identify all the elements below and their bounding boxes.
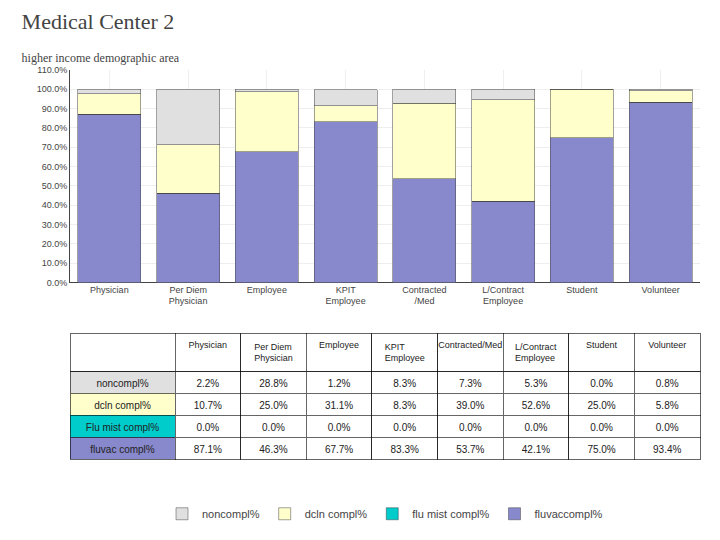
svg-text:25.0%: 25.0% [587, 400, 615, 411]
svg-text:Employee: Employee [319, 340, 359, 350]
svg-text:0.0%: 0.0% [196, 422, 219, 433]
svg-text:Medical Center 2: Medical Center 2 [22, 9, 175, 34]
svg-text:70.0%: 70.0% [42, 142, 68, 152]
svg-text:0.8%: 0.8% [656, 378, 679, 389]
svg-text:20.0%: 20.0% [42, 239, 68, 249]
svg-text:25.0%: 25.0% [259, 400, 287, 411]
svg-text:7.3%: 7.3% [459, 378, 482, 389]
svg-text:dcln compl%: dcln compl% [94, 400, 151, 411]
svg-text:110.0%: 110.0% [37, 65, 67, 75]
svg-text:Physician: Physician [189, 340, 228, 350]
svg-text:10.0%: 10.0% [42, 258, 68, 268]
svg-text:46.3%: 46.3% [259, 444, 287, 455]
svg-text:0.0%: 0.0% [262, 422, 285, 433]
svg-text:KPITEmployee: KPITEmployee [385, 342, 425, 364]
svg-text:1.2%: 1.2% [328, 378, 351, 389]
svg-text:dcln compl%: dcln compl% [305, 508, 368, 520]
svg-text:0.0%: 0.0% [656, 422, 679, 433]
svg-text:100.0%: 100.0% [37, 84, 68, 94]
svg-text:0.0%: 0.0% [590, 378, 613, 389]
svg-text:Volunteer: Volunteer [648, 340, 686, 350]
svg-text:L/ContractEmployee: L/ContractEmployee [515, 342, 557, 364]
svg-text:Student: Student [586, 340, 618, 350]
svg-text:Contracted/Med: Contracted/Med [438, 340, 502, 350]
svg-text:42.1%: 42.1% [522, 444, 550, 455]
svg-text:higher income demographic area: higher income demographic area [22, 51, 180, 65]
svg-text:L/ContractEmployee: L/ContractEmployee [482, 285, 524, 307]
svg-text:50.0%: 50.0% [42, 181, 68, 191]
svg-text:67.7%: 67.7% [325, 444, 353, 455]
svg-text:40.0%: 40.0% [42, 200, 68, 210]
svg-text:60.0%: 60.0% [42, 162, 68, 172]
svg-text:2.2%: 2.2% [196, 378, 219, 389]
svg-text:Contracted/Med: Contracted/Med [402, 285, 446, 307]
svg-text:53.7%: 53.7% [456, 444, 484, 455]
svg-text:0.0%: 0.0% [459, 422, 482, 433]
svg-text:KPITEmployee: KPITEmployee [326, 285, 366, 307]
svg-text:90.0%: 90.0% [42, 104, 68, 114]
svg-text:Employee: Employee [247, 285, 287, 295]
svg-text:0.0%: 0.0% [47, 278, 68, 288]
svg-text:fluvaccompl%: fluvaccompl% [535, 508, 603, 520]
svg-text:5.3%: 5.3% [525, 378, 548, 389]
svg-text:Physician: Physician [90, 285, 129, 295]
svg-text:0.0%: 0.0% [328, 422, 351, 433]
svg-text:0.0%: 0.0% [393, 422, 416, 433]
svg-text:31.1%: 31.1% [325, 400, 353, 411]
svg-text:75.0%: 75.0% [587, 444, 615, 455]
svg-text:8.3%: 8.3% [393, 378, 416, 389]
svg-text:noncompl%: noncompl% [96, 378, 148, 389]
svg-text:39.0%: 39.0% [456, 400, 484, 411]
svg-text:Flu mist compl%: Flu mist compl% [86, 422, 159, 433]
svg-text:93.4%: 93.4% [653, 444, 681, 455]
svg-text:Per DiemPhysician: Per DiemPhysician [254, 342, 293, 364]
svg-text:Per DiemPhysician: Per DiemPhysician [169, 285, 208, 307]
svg-text:10.7%: 10.7% [194, 400, 222, 411]
svg-text:80.0%: 80.0% [42, 123, 68, 133]
svg-text:noncompl%: noncompl% [202, 508, 260, 520]
svg-text:0.0%: 0.0% [590, 422, 613, 433]
svg-text:fluvac compl%: fluvac compl% [90, 444, 155, 455]
svg-text:83.3%: 83.3% [391, 444, 419, 455]
svg-text:30.0%: 30.0% [42, 220, 68, 230]
svg-text:52.6%: 52.6% [522, 400, 550, 411]
svg-text:0.0%: 0.0% [525, 422, 548, 433]
svg-text:flu mist compl%: flu mist compl% [412, 508, 489, 520]
svg-text:Volunteer: Volunteer [642, 285, 680, 295]
svg-text:87.1%: 87.1% [194, 444, 222, 455]
svg-text:8.3%: 8.3% [393, 400, 416, 411]
svg-text:5.8%: 5.8% [656, 400, 679, 411]
svg-text:Student: Student [566, 285, 598, 295]
svg-text:28.8%: 28.8% [259, 378, 287, 389]
